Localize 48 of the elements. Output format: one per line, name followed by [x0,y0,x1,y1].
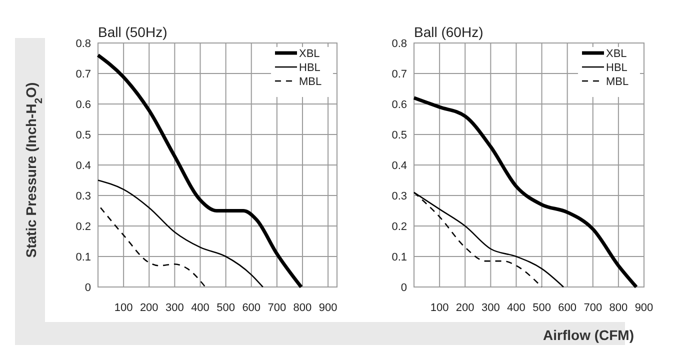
line-series [97,180,264,288]
x-tick-label: 900 [318,302,338,314]
x-tick-label: 300 [166,302,184,314]
x-tick-label: 400 [507,302,526,314]
y-tick-label: 0.7 [76,68,91,80]
y-tick-label: 0.1 [392,251,407,264]
y-tick-label: 0.3 [76,190,91,202]
x-axis-title: Airflow (CFM) [543,327,634,343]
x-tick-label: 700 [584,302,602,314]
y-tick-label: 0.6 [76,98,91,111]
y-tick-label: 0.2 [76,220,91,233]
y-tick-label: 0 [84,282,91,294]
chart-title: Ball (60Hz) [414,24,484,40]
y-tick-label: 0.3 [392,190,407,202]
y-tick-label: 0.5 [76,129,91,142]
x-tick-label: 300 [481,302,500,314]
x-tick-label: 400 [191,302,210,314]
x-tick-label: 600 [558,302,577,314]
x-tick-label: 100 [114,302,133,314]
x-tick-label: 600 [242,302,261,314]
legend-label: MBL [606,76,629,88]
y-tick-label: 0.7 [392,68,407,80]
y-tick-label: 0.1 [76,251,91,264]
x-tick-label: 200 [140,302,158,314]
legend-label: HBL [606,62,628,74]
x-tick-label: 200 [456,302,474,314]
legend-label: XBL [606,48,627,60]
y-tick-label: 0.2 [392,220,407,233]
y-tick-label: 0.8 [392,38,407,50]
y-tick-label: 0.5 [392,129,407,142]
chart-title: Ball (50Hz) [98,24,168,40]
x-tick-label: 800 [609,302,628,314]
y-tick-label: 0 [400,282,407,294]
y-tick-label: 0.4 [76,160,91,172]
legend-label: HBL [299,62,320,74]
x-tick-label: 700 [268,302,286,314]
y-tick-label: 0.8 [76,38,91,50]
x-tick-label: 100 [430,302,449,314]
y-tick-label: 0.4 [392,160,407,172]
x-tick-label: 500 [216,302,235,314]
line-series [100,207,206,288]
x-tick-label: 900 [634,302,654,314]
x-tick-label: 800 [293,302,312,314]
y-tick-label: 0.6 [392,98,407,111]
x-tick-label: 500 [532,302,551,314]
legend-label: XBL [299,48,320,60]
line-series [412,96,638,289]
legend-label: MBL [299,76,322,88]
